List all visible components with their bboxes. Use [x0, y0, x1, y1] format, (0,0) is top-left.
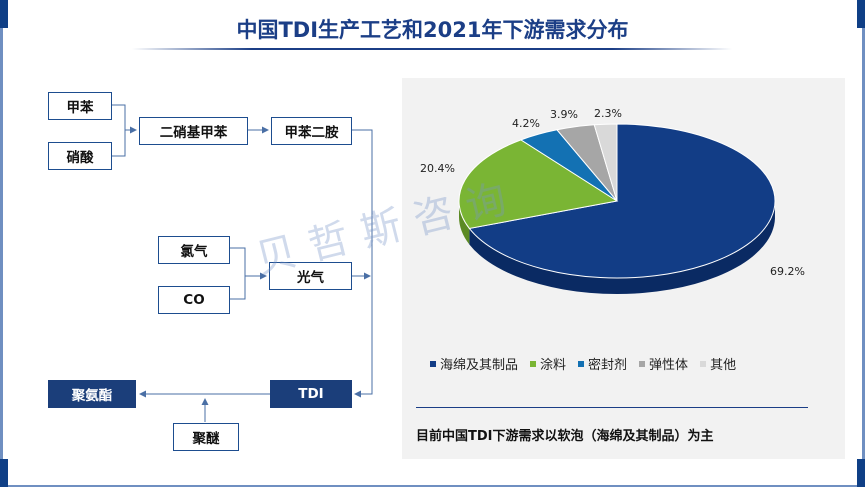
legend-swatch-elastomer [639, 361, 645, 367]
legend-label-elastomer: 弹性体 [649, 354, 688, 373]
chart-legend: 海绵及其制品 涂料 密封剂 弹性体 其他 [430, 354, 736, 373]
legend-label-other: 其他 [710, 354, 736, 373]
pie-label-elastomer: 3.9% [550, 108, 578, 121]
pie-label-sealant: 4.2% [512, 117, 540, 130]
note-divider [416, 407, 808, 408]
corner-bottom-right [857, 459, 865, 487]
connector-nitric-dnt [112, 130, 125, 156]
pie-label-sponge: 69.2% [770, 265, 805, 278]
legend-swatch-other [700, 361, 706, 367]
flow-box-toluenediamine: 甲苯二胺 [271, 117, 352, 145]
connector-chlorine-phosgene [230, 248, 266, 276]
flow-box-dinitrotoluene: 二硝基甲苯 [139, 117, 248, 145]
legend-item-coating: 涂料 [530, 354, 566, 373]
flow-box-nitric-acid: 硝酸 [48, 142, 112, 170]
flow-box-polyurethane: 聚氨酯 [48, 380, 136, 408]
legend-label-sealant: 密封剂 [588, 354, 627, 373]
pie-label-other: 2.3% [594, 107, 622, 120]
flow-box-polyether: 聚醚 [173, 423, 239, 451]
legend-label-sponge: 海绵及其制品 [440, 354, 518, 373]
connector-toluene-dnt [112, 105, 136, 130]
flow-box-toluene: 甲苯 [48, 92, 112, 120]
legend-swatch-sponge [430, 361, 436, 367]
connector-tda-tdi [352, 130, 372, 394]
legend-swatch-coating [530, 361, 536, 367]
legend-item-elastomer: 弹性体 [639, 354, 688, 373]
legend-swatch-sealant [578, 361, 584, 367]
pie-label-coating: 20.4% [420, 162, 455, 175]
flow-box-chlorine: 氯气 [158, 236, 230, 264]
flow-box-tdi: TDI [270, 380, 352, 408]
legend-label-coating: 涂料 [540, 354, 566, 373]
flow-box-phosgene: 光气 [269, 262, 352, 290]
chart-note: 目前中国TDI下游需求以软泡（海绵及其制品）为主 [416, 425, 816, 444]
connector-co-phosgene [230, 276, 245, 299]
legend-item-other: 其他 [700, 354, 736, 373]
legend-item-sponge: 海绵及其制品 [430, 354, 518, 373]
flow-box-co: CO [158, 286, 230, 314]
legend-item-sealant: 密封剂 [578, 354, 627, 373]
pie-chart: 69.2% 20.4% 4.2% 3.9% 2.3% [402, 78, 845, 348]
